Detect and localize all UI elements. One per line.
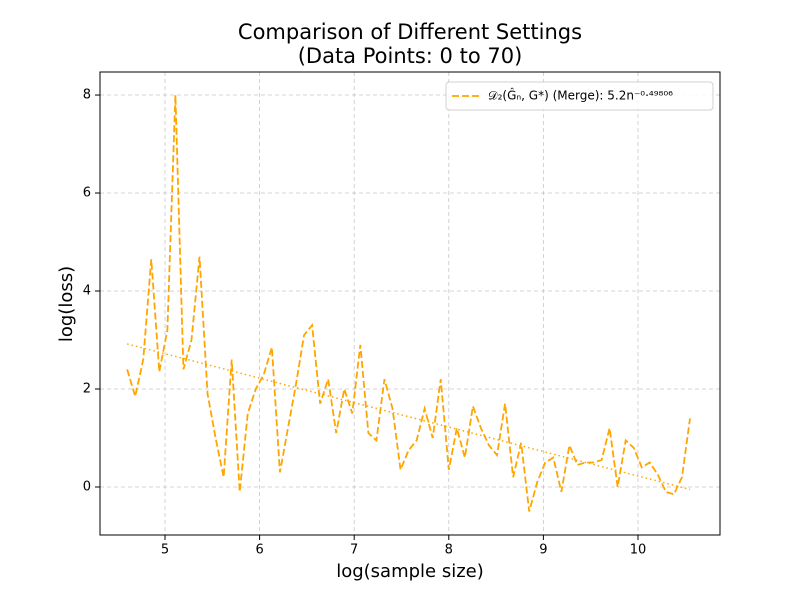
x-tick-label: 5 [161,543,169,558]
x-tick-label: 8 [445,543,453,558]
x-axis-label: log(sample size) [336,561,484,582]
x-tick-label: 7 [350,543,358,558]
plot-frame [99,71,721,536]
x-tick-label: 10 [630,543,647,558]
line-series [126,94,691,512]
y-axis-label: log(loss) [56,266,77,342]
y-tick-label: 8 [83,88,91,103]
y-tick-label: 0 [83,479,91,494]
y-tick-label: 4 [83,284,91,299]
x-tick-label: 9 [539,543,547,558]
legend-label: 𝒟₂(Ĝₙ, G*) (Merge): 5.2n⁻⁰·⁴⁹⁸⁰⁶ [488,88,673,103]
chart-title: Comparison of Different Settings [238,20,582,44]
y-tick-label: 2 [83,381,91,396]
chart-subtitle: (Data Points: 0 to 70) [298,44,523,68]
legend-box [445,81,714,111]
x-tick-label: 6 [255,543,263,558]
y-tick-label: 6 [83,186,91,201]
